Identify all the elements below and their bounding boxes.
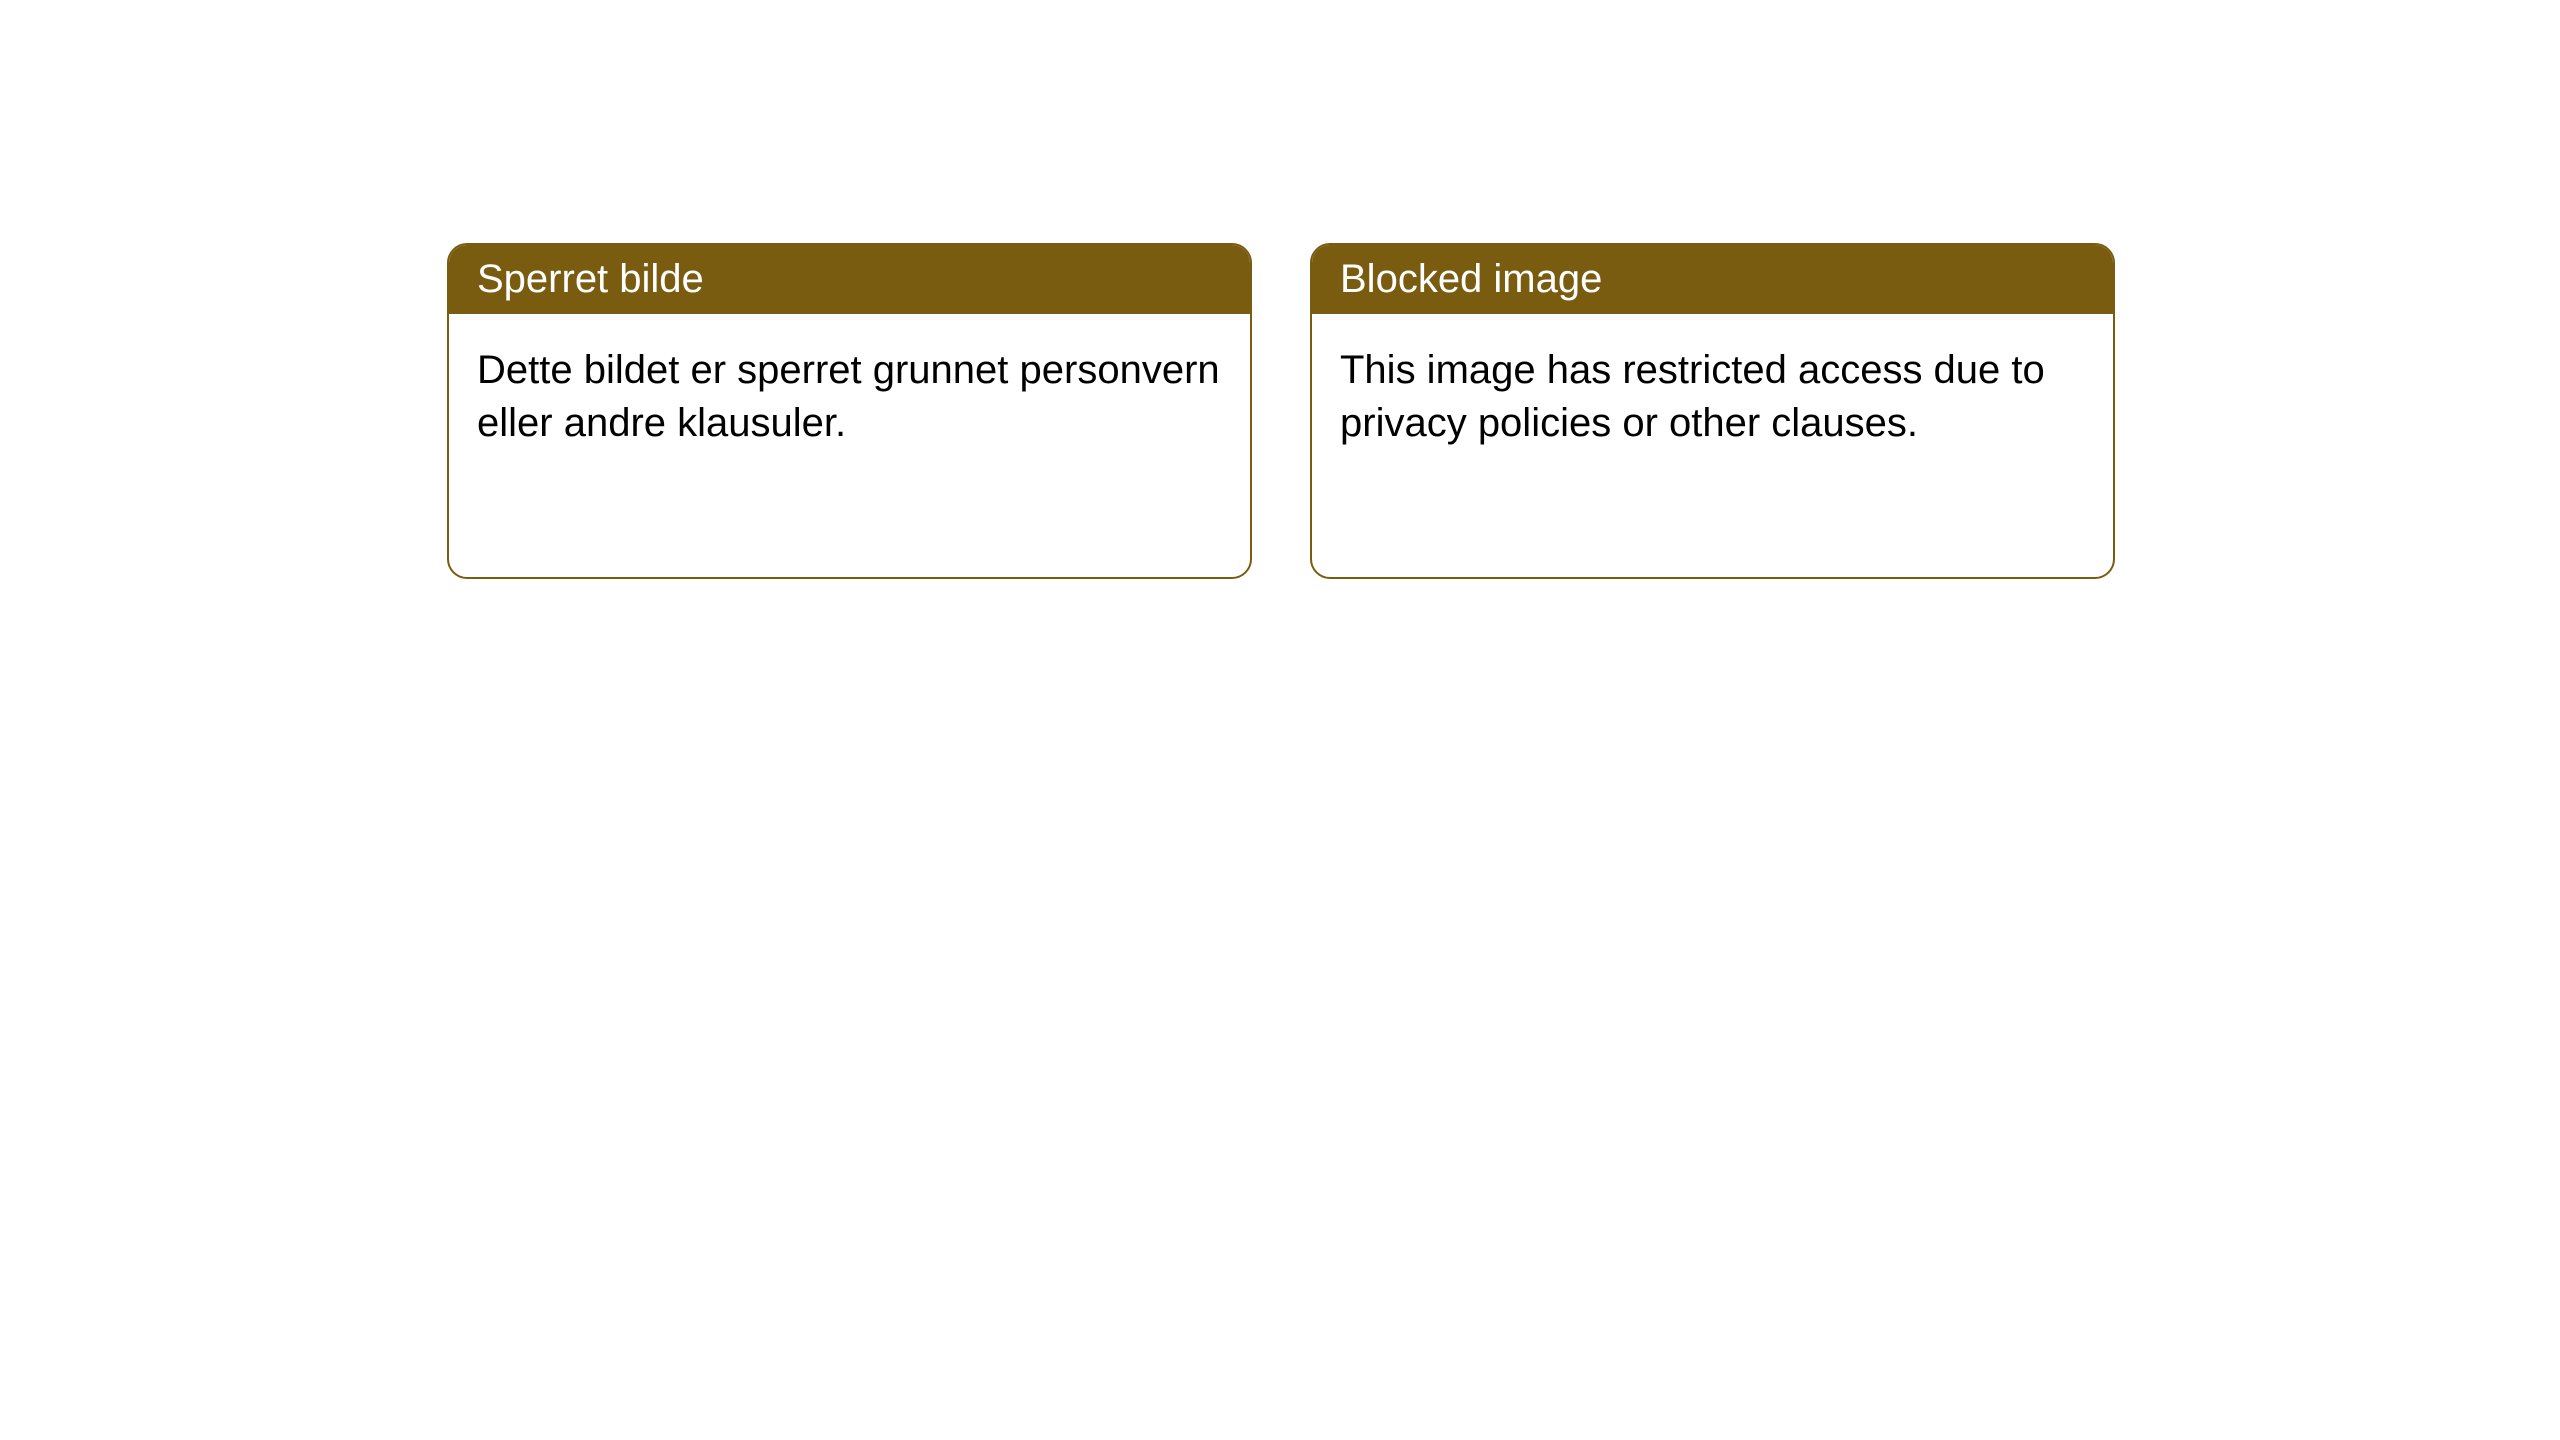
card-title: Blocked image <box>1340 257 1602 301</box>
card-header: Sperret bilde <box>449 245 1250 314</box>
card-header: Blocked image <box>1312 245 2113 314</box>
card-body-text: Dette bildet er sperret grunnet personve… <box>477 348 1220 445</box>
card-body-text: This image has restricted access due to … <box>1340 348 2045 445</box>
notice-container: Sperret bilde Dette bildet er sperret gr… <box>447 243 2115 579</box>
blocked-image-card-no: Sperret bilde Dette bildet er sperret gr… <box>447 243 1252 579</box>
card-body: This image has restricted access due to … <box>1312 314 2113 480</box>
blocked-image-card-en: Blocked image This image has restricted … <box>1310 243 2115 579</box>
card-body: Dette bildet er sperret grunnet personve… <box>449 314 1250 480</box>
card-title: Sperret bilde <box>477 257 704 301</box>
